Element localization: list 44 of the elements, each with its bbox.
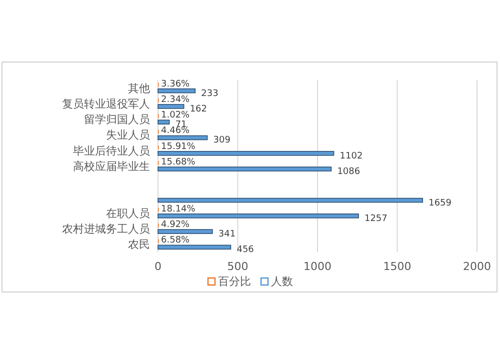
data-label: 2.34%: [161, 94, 190, 105]
data-label: 233: [201, 88, 218, 99]
y-tick-label: 在职人员: [106, 206, 150, 220]
bar: [158, 198, 424, 203]
data-label: 341: [218, 230, 236, 240]
x-tick-label: 1500: [383, 260, 412, 273]
x-tick-label: 1000: [304, 260, 332, 273]
data-label: 18.14%: [161, 204, 196, 214]
data-label: 1.02%: [161, 110, 190, 121]
bar: [158, 120, 170, 124]
x-tick-label: 2000: [463, 260, 491, 273]
data-label: 3.36%: [161, 79, 190, 90]
y-tick-label: 高校应届毕业生: [73, 160, 150, 173]
y-tick-label: 其他: [128, 82, 150, 95]
data-label: 1102: [340, 151, 363, 162]
legend-label: 人数: [271, 275, 293, 288]
y-tick-label: 农民: [128, 238, 150, 252]
data-label: 162: [190, 104, 208, 114]
y-tick-label: 毕业后待业人员: [73, 144, 150, 158]
y-tick-label: 失业人员: [106, 128, 150, 142]
data-label: 1257: [364, 214, 388, 224]
data-label: 4.46%: [161, 126, 190, 136]
x-tick-label: 0: [154, 260, 162, 273]
data-label: 15.91%: [161, 142, 196, 152]
data-label: 15.68%: [161, 158, 196, 168]
data-label: 456: [236, 245, 254, 256]
data-label: 1086: [337, 167, 360, 177]
y-tick-label: 留学归国人员: [84, 113, 150, 126]
data-label: 309: [213, 136, 231, 146]
y-tick-label: 复员转业退役军人: [62, 97, 150, 110]
legend-label: 百分比: [218, 275, 251, 288]
bar: [158, 104, 184, 109]
y-tick-label: 农村进城务工人员: [62, 222, 150, 236]
bar: [158, 166, 332, 172]
data-label: 4.92%: [161, 220, 190, 230]
bar: [158, 244, 232, 250]
bar: [158, 214, 359, 218]
data-label: 6.58%: [161, 236, 190, 246]
data-label: 1659: [428, 198, 452, 208]
bar: [158, 88, 196, 94]
bar: [158, 150, 334, 156]
bar: [158, 229, 213, 234]
x-tick-label: 500: [227, 260, 248, 273]
bar: [158, 135, 208, 140]
